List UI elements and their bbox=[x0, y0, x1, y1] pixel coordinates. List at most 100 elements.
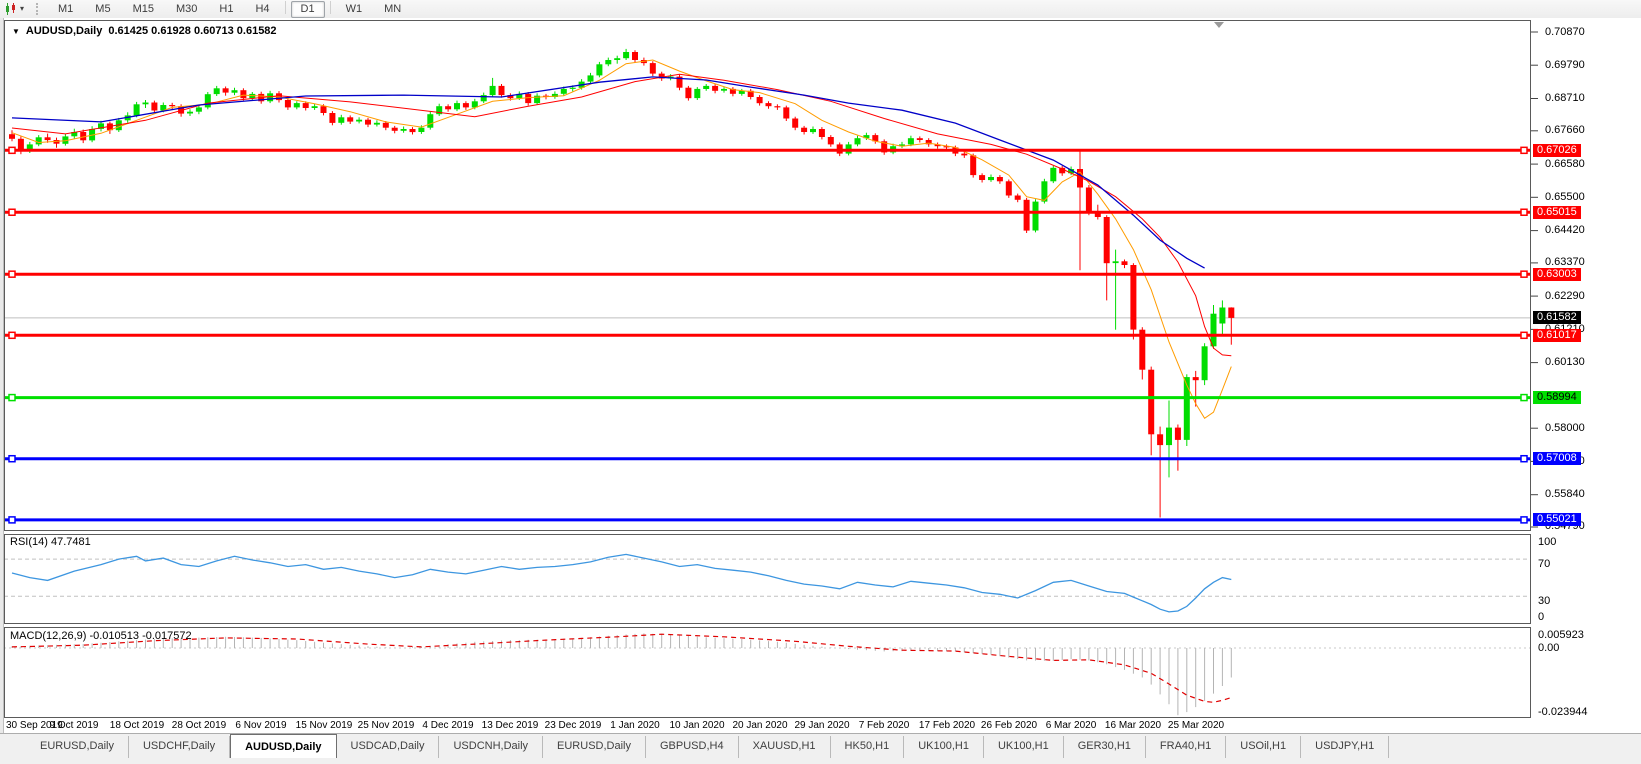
candle-body bbox=[302, 103, 309, 108]
pane-border bbox=[4, 20, 1531, 531]
symbol-tab-audusd-daily[interactable]: AUDUSD,Daily bbox=[230, 734, 337, 758]
candle-body bbox=[1183, 377, 1190, 440]
line-handle[interactable] bbox=[1520, 331, 1528, 340]
candle-body bbox=[1166, 427, 1172, 446]
line-handle[interactable] bbox=[1520, 393, 1528, 402]
candle-body bbox=[187, 111, 193, 114]
line-handle[interactable] bbox=[1520, 516, 1528, 524]
symbol-tab-usdcad-daily[interactable]: USDCAD,Daily bbox=[337, 736, 440, 758]
candle-body bbox=[480, 95, 487, 102]
candle-body bbox=[142, 102, 149, 105]
line-handle[interactable] bbox=[1520, 270, 1528, 278]
candle-body bbox=[1068, 169, 1075, 174]
symbol-tab-usdjpy-h1[interactable]: USDJPY,H1 bbox=[1301, 736, 1390, 758]
line-handle[interactable] bbox=[8, 454, 16, 463]
candle-body bbox=[365, 119, 371, 125]
candle-body bbox=[694, 88, 701, 99]
symbol-tab-uk100-h1[interactable]: UK100,H1 bbox=[984, 736, 1064, 758]
candle-body bbox=[943, 146, 950, 148]
symbol-tab-fra40-h1[interactable]: FRA40,H1 bbox=[1146, 736, 1227, 758]
timeframe-button-m1[interactable]: M1 bbox=[58, 2, 74, 15]
symbol-tab-uk100-h1[interactable]: UK100,H1 bbox=[904, 736, 984, 758]
macd-signal-line bbox=[11, 633, 1232, 703]
candle-body bbox=[916, 138, 923, 140]
candle-body bbox=[284, 100, 291, 108]
line-handle[interactable] bbox=[8, 516, 16, 524]
candle-body bbox=[222, 88, 229, 93]
candle-body bbox=[676, 76, 683, 88]
line-handle[interactable] bbox=[8, 393, 16, 402]
candle-body bbox=[970, 155, 977, 176]
candle-body bbox=[721, 88, 727, 91]
candle-body bbox=[62, 136, 69, 144]
candle-body bbox=[605, 60, 612, 65]
candle-body bbox=[712, 85, 719, 91]
line-handle[interactable] bbox=[8, 146, 16, 155]
timeframe-button-h1[interactable]: H1 bbox=[219, 2, 234, 15]
candle-body bbox=[907, 138, 914, 145]
candle-body bbox=[293, 103, 300, 108]
symbol-tab-usdcnh-daily[interactable]: USDCNH,Daily bbox=[439, 736, 544, 758]
window-left-edge bbox=[0, 18, 4, 733]
symbol-tab-eurusd-daily[interactable]: EURUSD,Daily bbox=[26, 736, 129, 758]
candle-body bbox=[881, 141, 888, 153]
candle-body bbox=[863, 135, 870, 139]
candle-body bbox=[195, 107, 202, 112]
symbol-tab-usdchf-daily[interactable]: USDCHF,Daily bbox=[129, 736, 231, 758]
candle-body bbox=[427, 114, 434, 128]
chevron-down-icon: ▾ bbox=[20, 4, 25, 13]
timeframe-button-m30[interactable]: M30 bbox=[175, 2, 198, 15]
timeframe-button-h4[interactable]: H4 bbox=[255, 2, 270, 15]
line-handle[interactable] bbox=[1520, 146, 1528, 155]
symbol-tab-ger30-h1[interactable]: GER30,H1 bbox=[1064, 736, 1146, 758]
candle-body bbox=[347, 117, 354, 122]
collapse-triangle-icon[interactable]: ▼ bbox=[12, 26, 20, 36]
line-handle[interactable] bbox=[1520, 454, 1528, 463]
pane-border bbox=[4, 534, 1531, 624]
timeframe-buttons: M1 M5 M15 M30 H1 H4 D1 W1 MN bbox=[47, 0, 412, 18]
candle-body bbox=[525, 93, 532, 104]
symbol-tab-gbpusd-h4[interactable]: GBPUSD,H4 bbox=[646, 736, 739, 758]
symbol-tab-usoil-h1[interactable]: USOil,H1 bbox=[1226, 736, 1302, 758]
candle-body bbox=[614, 58, 621, 60]
candle-body bbox=[44, 137, 51, 141]
candle-body bbox=[356, 119, 363, 122]
candle-body bbox=[1112, 261, 1119, 264]
line-handle[interactable] bbox=[8, 331, 16, 340]
candle-body bbox=[596, 64, 603, 76]
candle-body bbox=[1014, 195, 1021, 200]
candle-body bbox=[801, 127, 808, 132]
symbol-tab-hk50-h1[interactable]: HK50,H1 bbox=[831, 736, 905, 758]
candle-body bbox=[231, 90, 238, 93]
candle-body bbox=[329, 113, 336, 123]
chart-type-icon[interactable]: ▾ bbox=[0, 1, 30, 17]
timeframe-button-m5[interactable]: M5 bbox=[95, 2, 111, 15]
chart-title: ▼ AUDUSD,Daily 0.61425 0.61928 0.60713 0… bbox=[12, 25, 277, 37]
candle-body bbox=[1032, 201, 1039, 231]
candle-body bbox=[409, 129, 416, 133]
line-handle[interactable] bbox=[8, 208, 16, 216]
candle-body bbox=[507, 95, 514, 99]
timeframe-button-m15[interactable]: M15 bbox=[132, 2, 154, 15]
candle-body bbox=[632, 52, 638, 60]
candle-body bbox=[961, 153, 968, 156]
timeframe-button-w1[interactable]: W1 bbox=[345, 2, 363, 15]
candle-body bbox=[373, 122, 380, 125]
ma-fast bbox=[11, 59, 1232, 420]
candle-body bbox=[1157, 434, 1164, 446]
timeframe-button-d1[interactable]: D1 bbox=[290, 0, 325, 18]
candle-body bbox=[738, 90, 745, 94]
symbol-tab-area: EURUSD,Daily USDCHF,Daily AUDUSD,Daily USDC… bbox=[0, 733, 1641, 764]
symbol-tab-xauusd-h1[interactable]: XAUUSD,H1 bbox=[739, 736, 831, 758]
candle-body bbox=[703, 85, 710, 89]
candle-body bbox=[462, 103, 469, 108]
timeframe-button-mn[interactable]: MN bbox=[384, 2, 402, 15]
line-handle[interactable] bbox=[1520, 208, 1528, 216]
symbol-tab-eurusd-daily[interactable]: EURUSD,Daily bbox=[543, 736, 646, 758]
candle-body bbox=[1094, 212, 1101, 217]
line-handle[interactable] bbox=[8, 270, 16, 278]
candle-body bbox=[747, 90, 754, 97]
chart-title-ohlc: 0.61425 0.61928 0.60713 0.61582 bbox=[108, 25, 277, 37]
candle-body bbox=[587, 75, 594, 82]
